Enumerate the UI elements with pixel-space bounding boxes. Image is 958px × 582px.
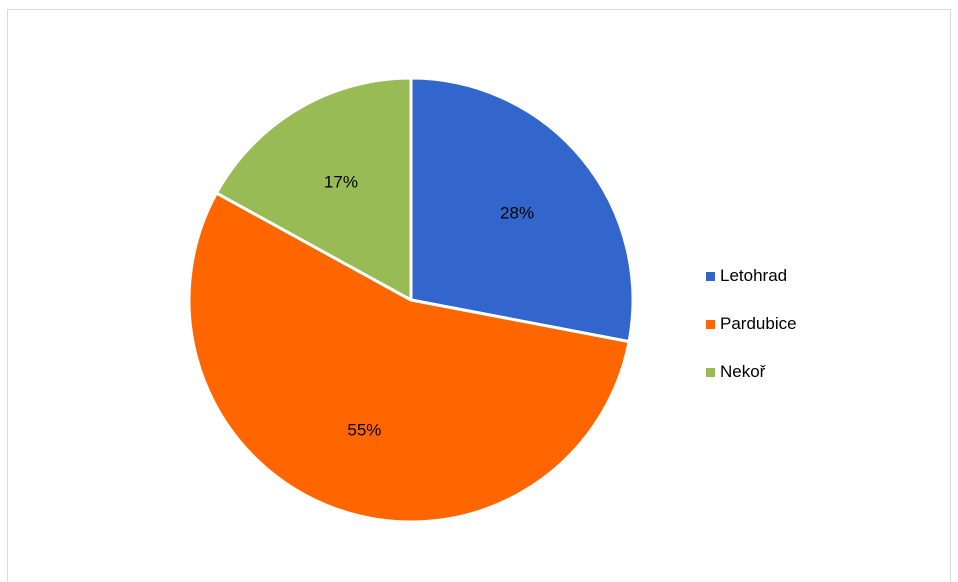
legend-item: Letohrad	[706, 264, 797, 288]
legend-label: Pardubice	[720, 314, 797, 333]
legend-swatch	[706, 319, 715, 329]
legend-item: Pardubice	[706, 312, 797, 336]
legend-label: Letohrad	[720, 266, 788, 285]
legend-item: Nekoř	[706, 360, 797, 384]
pie-slice-2	[187, 191, 631, 524]
legend-label: Nekoř	[720, 362, 766, 381]
legend-swatch	[706, 271, 715, 281]
pie-slice-1	[409, 76, 635, 344]
slice-data-label: 28%	[500, 203, 534, 222]
slice-data-label: 55%	[347, 421, 381, 440]
legend-swatch	[706, 367, 715, 377]
chart-legend: Letohrad Pardubice Nekoř	[706, 264, 797, 408]
pie-slice-3	[214, 76, 413, 302]
slice-data-label: 17%	[324, 173, 358, 192]
